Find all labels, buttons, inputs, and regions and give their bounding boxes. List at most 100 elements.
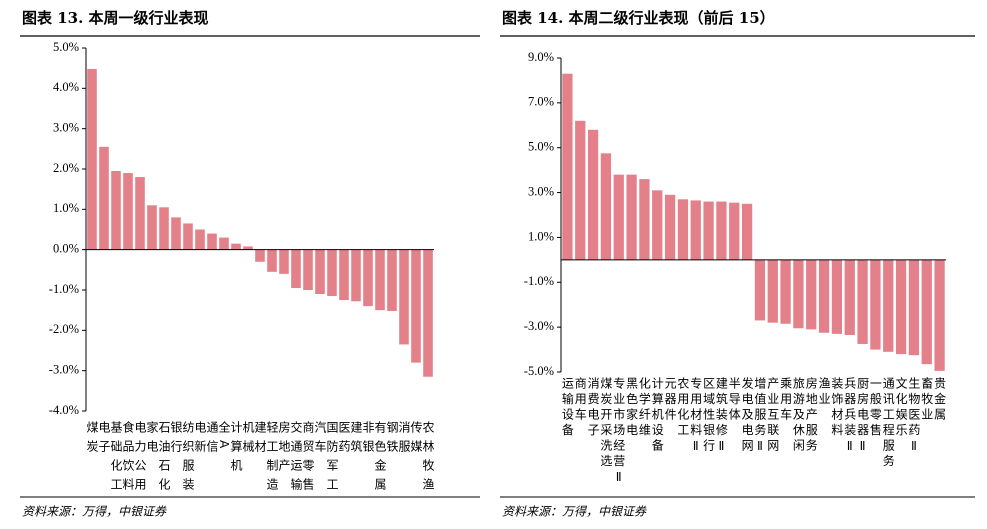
chart-title: 图表 13. 本周一级行业表现 bbox=[22, 9, 209, 27]
chart-title: 图表 14. 本周二级行业表现（前后 15） bbox=[502, 9, 775, 27]
x-tick-label: 汽车 bbox=[313, 420, 327, 459]
bar bbox=[806, 259, 817, 330]
bar bbox=[123, 173, 133, 250]
y-tick-label: -4.0% bbox=[49, 403, 79, 417]
bar bbox=[351, 249, 361, 302]
bar bbox=[267, 249, 277, 272]
x-tick-label: 文化娱乐 bbox=[894, 376, 908, 439]
bar bbox=[613, 174, 624, 260]
bar bbox=[690, 200, 701, 260]
x-tick-label: 房地产服务 bbox=[804, 376, 818, 455]
y-tick-label: -1.0% bbox=[49, 282, 79, 296]
bar bbox=[677, 199, 689, 260]
x-tick-label: 厨房电器Ⅱ bbox=[856, 377, 870, 457]
x-tick-label: 石油石化 bbox=[157, 421, 171, 497]
x-tick-label: 专业市场经营Ⅱ bbox=[612, 376, 626, 488]
x-tick-label: 农用化工 bbox=[676, 377, 690, 439]
y-tick-label: 9.0% bbox=[528, 50, 554, 64]
y-tick-label: 5.0% bbox=[53, 40, 79, 54]
x-tick-label: 基础化工 bbox=[109, 421, 123, 497]
bar bbox=[111, 171, 121, 250]
bar bbox=[87, 68, 97, 250]
y-tick-label: 2.0% bbox=[53, 161, 79, 175]
bar bbox=[716, 201, 727, 260]
x-tick-label: 半导体 bbox=[727, 377, 741, 424]
y-tick-label: -5.0% bbox=[524, 364, 554, 378]
bar bbox=[600, 153, 612, 260]
x-tick-label: 医药 bbox=[337, 421, 351, 459]
bar bbox=[793, 259, 804, 329]
bar bbox=[387, 249, 397, 311]
bar bbox=[587, 129, 599, 260]
x-tick-label: 有色金属 bbox=[373, 421, 387, 497]
x-tick-label: 专用材料Ⅱ bbox=[689, 376, 703, 457]
x-tick-label: 电新 bbox=[193, 421, 207, 459]
source: 资料来源：万得，中银证券 bbox=[22, 505, 167, 519]
x-tick-label: 消费电子 bbox=[586, 377, 600, 439]
x-tick-label: 兵器兵装Ⅱ bbox=[843, 377, 857, 457]
x-tick-label: 轻工制造 bbox=[265, 421, 279, 497]
y-tick-label: -3.0% bbox=[524, 319, 554, 333]
bar bbox=[575, 120, 586, 260]
x-tick-label: 食品饮料 bbox=[121, 420, 135, 497]
bar bbox=[171, 217, 181, 250]
bar bbox=[562, 73, 573, 260]
x-tick-label: 装饰材料 bbox=[830, 377, 844, 439]
x-tick-label: 商贸零售 bbox=[301, 420, 315, 497]
y-tick-label: 7.0% bbox=[528, 95, 554, 109]
x-tick-label: 交通运输 bbox=[289, 420, 303, 497]
y-tick-label: 5.0% bbox=[528, 140, 554, 154]
bar bbox=[895, 259, 907, 355]
x-tick-label: 钢铁 bbox=[385, 421, 399, 459]
y-tick-label: -3.0% bbox=[49, 363, 79, 377]
bar bbox=[729, 202, 740, 260]
bar bbox=[315, 249, 325, 295]
y-tick-label: 0.0% bbox=[53, 242, 79, 256]
x-tick-label: 运输设备 bbox=[560, 377, 574, 439]
bar bbox=[652, 190, 663, 260]
x-tick-label: 化学纤维 bbox=[637, 377, 651, 439]
y-tick-label: 1.0% bbox=[53, 201, 79, 215]
x-tick-label: 建筑 bbox=[349, 421, 363, 459]
bar bbox=[159, 207, 169, 250]
x-tick-label: 银行 bbox=[169, 421, 183, 459]
y-tick-label: -1.0% bbox=[524, 274, 554, 288]
x-tick-label: 纺织服装 bbox=[181, 421, 195, 497]
bar bbox=[818, 259, 830, 333]
y-tick-label: 3.0% bbox=[528, 184, 554, 198]
bar bbox=[639, 179, 650, 260]
x-tick-label: 旅游及休闲 bbox=[791, 377, 805, 455]
x-tick-label: 一般零售 bbox=[868, 377, 882, 439]
bar bbox=[741, 203, 753, 260]
y-tick-label: 3.0% bbox=[53, 121, 79, 135]
bar bbox=[363, 249, 373, 307]
bar bbox=[135, 177, 145, 250]
x-tick-label: 通讯工程服务 bbox=[881, 377, 895, 470]
bar bbox=[99, 146, 109, 250]
bar bbox=[375, 249, 385, 311]
x-tick-label: 贵金属 bbox=[933, 377, 947, 424]
bar bbox=[279, 249, 289, 274]
bar bbox=[195, 229, 205, 250]
bar bbox=[243, 246, 253, 250]
bar bbox=[207, 233, 217, 250]
bar bbox=[411, 249, 421, 363]
x-tick-label: 元器件 bbox=[663, 377, 677, 424]
x-tick-label: 煤炭 bbox=[85, 421, 99, 459]
x-tick-label: 通信 bbox=[205, 421, 219, 459]
bar bbox=[291, 249, 301, 288]
y-tick-label: 4.0% bbox=[53, 80, 79, 94]
x-tick-label: 建筑装修Ⅱ bbox=[714, 377, 728, 457]
bar bbox=[339, 249, 349, 301]
x-tick-label: 生物医药Ⅱ bbox=[907, 377, 921, 457]
x-tick-label: 计算机设备 bbox=[650, 377, 664, 455]
x-tick-label: 煤炭开采洗选 bbox=[599, 377, 613, 470]
bar bbox=[626, 174, 637, 260]
x-tick-label: 乘用车 bbox=[779, 377, 793, 424]
bar bbox=[844, 259, 855, 335]
x-tick-label: 建材 bbox=[253, 421, 267, 459]
bar bbox=[327, 249, 337, 297]
x-tick-label: 区域性银行 bbox=[702, 377, 716, 455]
bar bbox=[857, 259, 868, 344]
